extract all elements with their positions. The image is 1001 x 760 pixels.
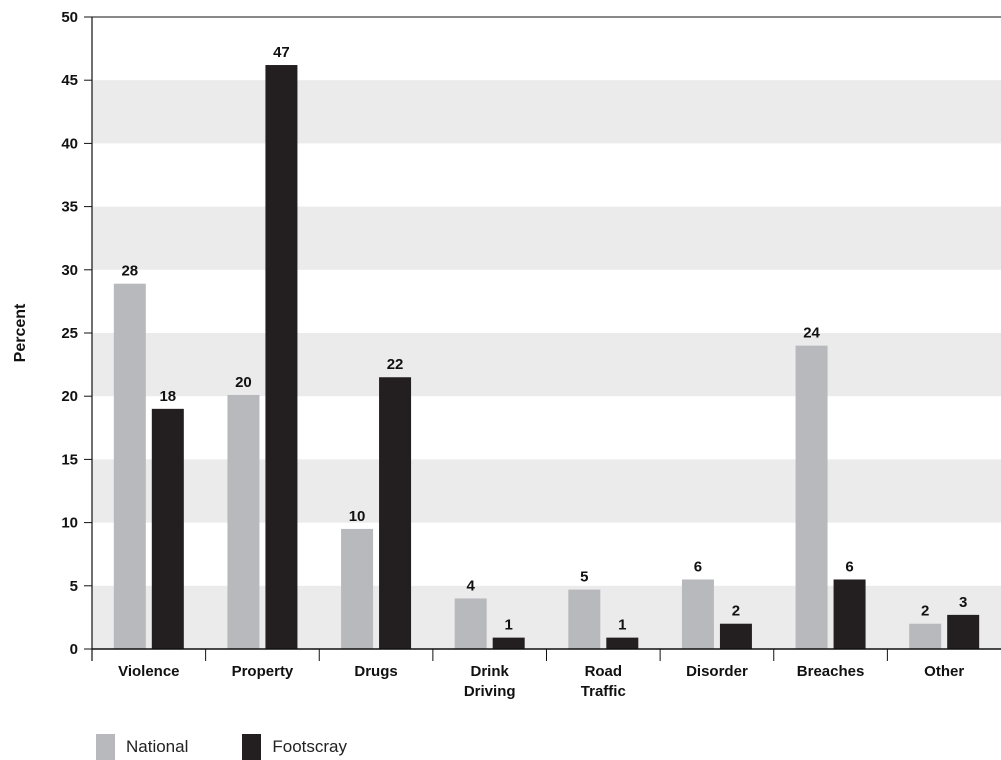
legend: National Footscray bbox=[96, 734, 401, 760]
bar-national bbox=[113, 283, 146, 649]
x-tick-label: Breaches bbox=[797, 663, 865, 680]
bar-chart: 051015202530354045502818Violence2047Prop… bbox=[12, 9, 1001, 700]
x-tick-label: Property bbox=[232, 663, 294, 680]
bar-national bbox=[227, 394, 260, 649]
y-tick-label: 0 bbox=[70, 641, 78, 658]
data-label: 2 bbox=[921, 603, 929, 620]
data-label: 3 bbox=[959, 594, 967, 611]
bar-footscray bbox=[606, 637, 639, 649]
bar-national bbox=[454, 598, 487, 649]
legend-item-national: National bbox=[96, 734, 188, 760]
bar-national bbox=[681, 579, 714, 649]
legend-swatch-footscray bbox=[242, 734, 262, 760]
legend-item-footscray: Footscray bbox=[242, 734, 347, 760]
data-label: 1 bbox=[505, 617, 513, 634]
data-label: 2 bbox=[732, 603, 740, 620]
legend-label-national: National bbox=[126, 737, 189, 756]
data-label: 28 bbox=[121, 263, 138, 280]
grid-bands bbox=[92, 80, 1001, 649]
x-tick-label: Other bbox=[924, 663, 964, 680]
y-axis-title: Percent bbox=[12, 303, 29, 362]
bar-footscray bbox=[833, 579, 866, 649]
data-label: 1 bbox=[618, 617, 626, 634]
y-tick-label: 25 bbox=[61, 325, 78, 342]
bar-footscray bbox=[379, 377, 412, 649]
data-label: 18 bbox=[159, 388, 176, 405]
grid-band bbox=[92, 333, 1001, 397]
bar-footscray bbox=[947, 614, 980, 649]
data-label: 6 bbox=[845, 558, 853, 575]
x-tick-label: Driving bbox=[464, 683, 516, 700]
bar-national bbox=[568, 589, 601, 649]
y-tick-label: 15 bbox=[61, 451, 78, 468]
data-label: 22 bbox=[387, 356, 404, 373]
x-tick-label: Violence bbox=[118, 663, 179, 680]
bar-footscray bbox=[492, 637, 525, 649]
bar-national bbox=[341, 528, 374, 649]
data-label: 20 bbox=[235, 374, 252, 391]
axes bbox=[84, 16, 1001, 661]
bar-footscray bbox=[265, 65, 298, 650]
y-tick-label: 10 bbox=[61, 515, 78, 532]
y-tick-label: 35 bbox=[61, 199, 78, 216]
y-tick-label: 30 bbox=[61, 262, 78, 279]
bar-national bbox=[795, 345, 828, 649]
bar-footscray bbox=[719, 623, 752, 649]
y-tick-label: 40 bbox=[61, 135, 78, 152]
x-tick-label: Disorder bbox=[686, 663, 748, 680]
x-tick-label: Traffic bbox=[581, 683, 626, 700]
x-tick-label: Road bbox=[585, 663, 623, 680]
data-label: 6 bbox=[694, 558, 702, 575]
bar-footscray bbox=[151, 408, 184, 649]
bars bbox=[113, 65, 980, 650]
y-tick-label: 45 bbox=[61, 72, 78, 89]
data-label: 24 bbox=[803, 325, 820, 342]
legend-swatch-national bbox=[96, 734, 115, 760]
bar-national bbox=[909, 623, 942, 649]
data-label: 47 bbox=[273, 44, 290, 61]
data-label: 5 bbox=[580, 569, 588, 586]
x-tick-label: Drink bbox=[471, 663, 510, 680]
y-tick-label: 5 bbox=[70, 578, 78, 595]
y-tick-label: 20 bbox=[61, 388, 78, 405]
labels: 051015202530354045502818Violence2047Prop… bbox=[61, 9, 967, 700]
data-label: 10 bbox=[349, 508, 366, 525]
legend-label-footscray: Footscray bbox=[272, 737, 348, 756]
data-label: 4 bbox=[467, 577, 476, 594]
grid-band bbox=[92, 206, 1001, 270]
y-tick-label: 50 bbox=[61, 9, 78, 26]
grid-band bbox=[92, 80, 1001, 144]
x-tick-label: Drugs bbox=[354, 663, 397, 680]
